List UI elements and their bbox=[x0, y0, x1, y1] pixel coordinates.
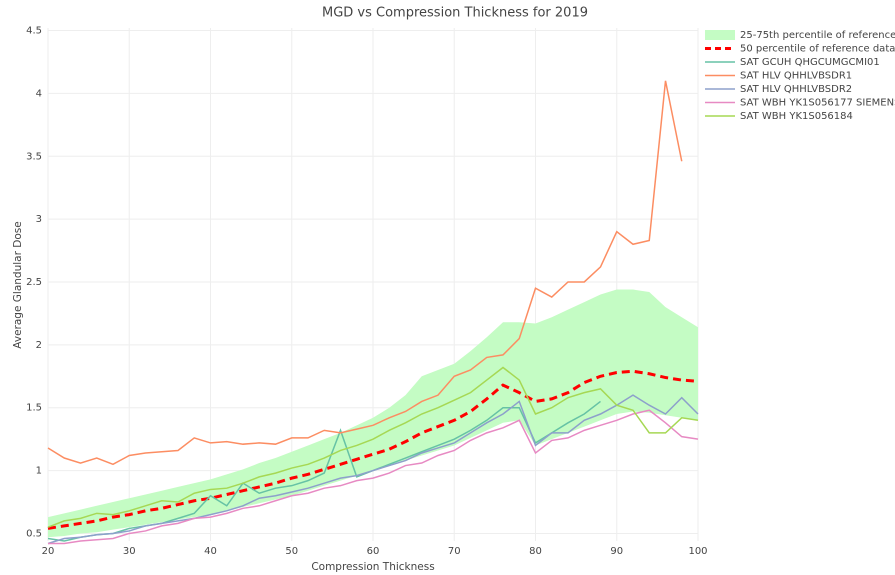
x-tick-label: 30 bbox=[123, 546, 136, 557]
y-axis-title: Average Glandular Dose bbox=[12, 221, 24, 348]
y-tick-label: 3 bbox=[36, 214, 42, 225]
series-line bbox=[48, 409, 699, 545]
y-tick-label: 1.5 bbox=[26, 403, 42, 414]
chart-title: MGD vs Compression Thickness for 2019 bbox=[322, 6, 588, 21]
percentile-band bbox=[48, 289, 698, 538]
y-tick-label: 4 bbox=[36, 88, 42, 99]
y-tick-label: 2 bbox=[36, 340, 42, 351]
series-line bbox=[47, 394, 699, 545]
x-tick-label: 70 bbox=[448, 546, 461, 557]
y-tick-label: 3.5 bbox=[26, 151, 42, 162]
legend-label: 50 percentile of reference data bbox=[740, 44, 895, 55]
x-tick-label: 60 bbox=[367, 546, 380, 557]
y-tick-label: 4.5 bbox=[26, 26, 42, 37]
x-tick-label: 20 bbox=[42, 546, 55, 557]
legend-label: SAT GCUH QHGCUMGCMI01 bbox=[740, 57, 880, 68]
legend-label: SAT HLV QHHLVBSDR1 bbox=[740, 71, 852, 82]
y-tick-label: 2.5 bbox=[26, 277, 42, 288]
series-line bbox=[47, 400, 601, 542]
legend-label: SAT WBH YK1S056184 bbox=[740, 111, 853, 122]
series-line bbox=[47, 366, 699, 528]
y-tick-label: 1 bbox=[36, 466, 42, 477]
legend-swatch bbox=[705, 30, 735, 40]
x-axis-title: Compression Thickness bbox=[311, 561, 434, 573]
x-tick-label: 50 bbox=[285, 546, 298, 557]
x-tick-label: 90 bbox=[610, 546, 623, 557]
x-tick-label: 80 bbox=[529, 546, 542, 557]
x-tick-label: 100 bbox=[688, 546, 707, 557]
series-line bbox=[47, 369, 699, 530]
y-tick-label: 0.5 bbox=[26, 528, 42, 539]
legend-label: SAT WBH YK1S056177 SIEMENS bbox=[740, 98, 895, 109]
x-tick-label: 40 bbox=[204, 546, 217, 557]
legend-label: 25-75th percentile of reference data bbox=[740, 30, 895, 41]
legend-label: SAT HLV QHHLVBSDR2 bbox=[740, 84, 852, 95]
series-line bbox=[47, 80, 683, 466]
